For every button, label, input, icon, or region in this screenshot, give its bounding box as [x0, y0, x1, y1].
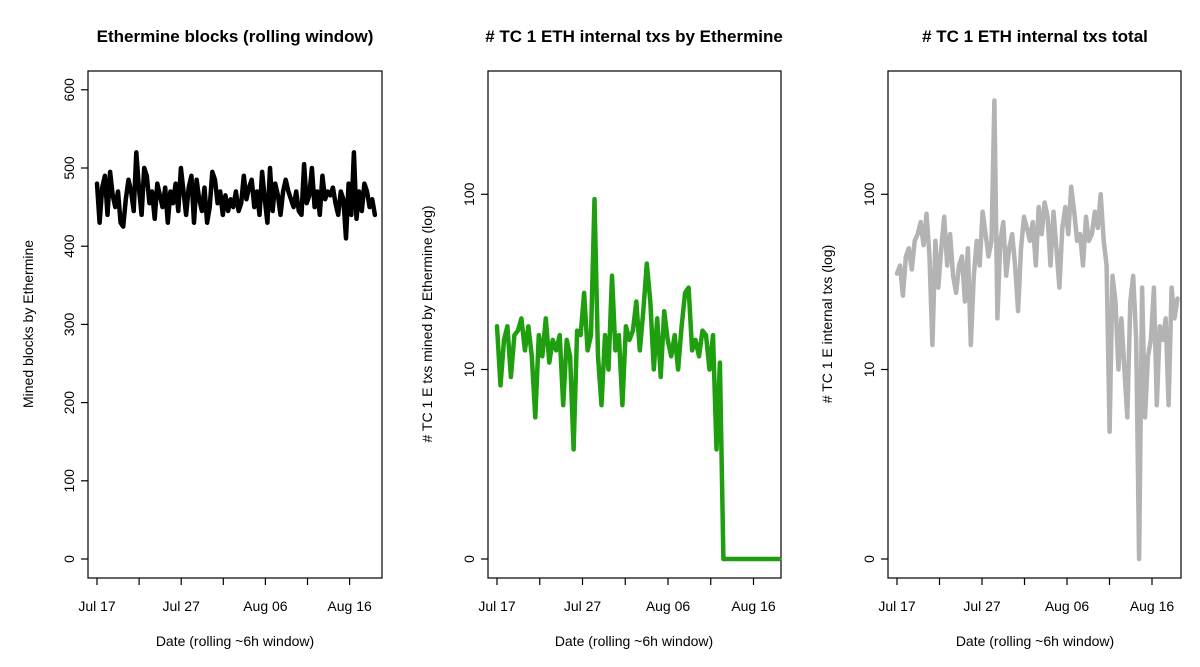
y-tick-label: 500	[61, 156, 77, 180]
x-tick-label: Aug 06	[1045, 598, 1090, 614]
y-tick-label: 0	[461, 555, 477, 563]
chart-title: Ethermine blocks (rolling window)	[97, 27, 374, 46]
x-axis: Jul 17 Jul 27 Aug 06 Aug 16	[478, 578, 776, 614]
x-tick-label: Aug 06	[243, 598, 288, 614]
x-axis: Jul 17 Jul 27 Aug 06 Aug 16	[78, 578, 372, 614]
x-axis-label: Date (rolling ~6h window)	[156, 633, 314, 649]
y-tick-label: 300	[61, 313, 77, 337]
x-tick-label: Jul 27	[564, 598, 602, 614]
y-axis-label: # TC 1 E internal txs (log)	[819, 245, 835, 403]
plot-frame	[887, 70, 1182, 579]
x-tick-label: Aug 16	[327, 598, 372, 614]
x-tick-label: Aug 06	[646, 598, 691, 614]
plot-frame	[87, 70, 383, 579]
y-axis: 0 10 100	[861, 182, 888, 563]
plot-frame	[487, 70, 782, 579]
x-axis-label: Date (rolling ~6h window)	[956, 633, 1114, 649]
x-tick-label: Jul 17	[878, 598, 916, 614]
x-tick-label: Jul 27	[963, 598, 1001, 614]
series-line-ethermine-txs	[494, 196, 782, 562]
x-tick-label: Aug 16	[1130, 598, 1175, 614]
series-line-total-txs	[894, 98, 1180, 562]
x-axis-label: Date (rolling ~6h window)	[555, 633, 713, 649]
y-tick-label: 600	[61, 78, 77, 102]
y-axis: 0 10 100	[461, 182, 488, 563]
y-axis: 0 100 200 300 400 500 600	[61, 78, 88, 563]
y-tick-label: 100	[461, 182, 477, 206]
y-tick-label: 200	[61, 391, 77, 415]
x-tick-label: Jul 17	[78, 598, 116, 614]
chart-panel-ethermine-blocks: Ethermine blocks (rolling window) 0 100 20…	[20, 27, 383, 649]
y-tick-label: 10	[461, 362, 477, 378]
x-tick-label: Jul 17	[478, 598, 516, 614]
chart-title: # TC 1 ETH internal txs by Ethermine	[485, 27, 783, 46]
x-tick-label: Jul 27	[163, 598, 201, 614]
x-axis: Jul 17 Jul 27 Aug 06 Aug 16	[878, 578, 1174, 614]
y-tick-label: 0	[861, 555, 877, 563]
series-line-mined-blocks	[94, 150, 378, 241]
y-axis-label: Mined blocks by Ethermine	[20, 240, 36, 408]
y-tick-label: 0	[61, 555, 77, 563]
y-tick-label: 400	[61, 234, 77, 258]
y-axis-label: # TC 1 E txs mined by Ethermine (log)	[419, 205, 435, 442]
chart-title: # TC 1 ETH internal txs total	[922, 27, 1148, 46]
y-tick-label: 100	[861, 182, 877, 206]
y-tick-label: 10	[861, 362, 877, 378]
x-tick-label: Aug 16	[731, 598, 776, 614]
chart-panel-tc-txs-by-ethermine: # TC 1 ETH internal txs by Ethermine 0 10…	[419, 27, 783, 649]
chart-panel-tc-txs-total: # TC 1 ETH internal txs total 0 10 100 Jul…	[819, 27, 1182, 649]
y-tick-label: 100	[61, 469, 77, 493]
